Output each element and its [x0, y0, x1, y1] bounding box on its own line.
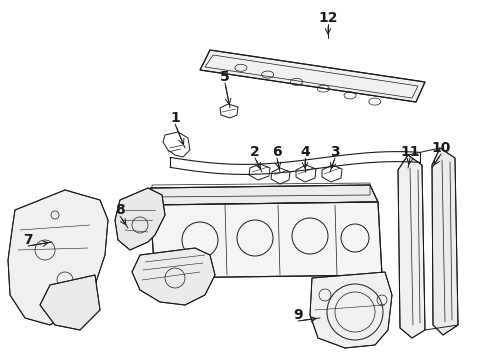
Text: 5: 5: [220, 70, 230, 84]
Polygon shape: [132, 248, 215, 305]
Polygon shape: [8, 190, 108, 325]
Text: 10: 10: [431, 141, 451, 155]
Text: 3: 3: [330, 145, 340, 159]
Polygon shape: [398, 155, 425, 338]
Text: 2: 2: [250, 145, 260, 159]
Polygon shape: [310, 272, 392, 348]
Polygon shape: [115, 188, 165, 250]
Polygon shape: [40, 275, 100, 330]
Text: 12: 12: [318, 11, 338, 25]
Text: 7: 7: [23, 233, 33, 247]
Text: 9: 9: [293, 308, 303, 322]
Polygon shape: [150, 202, 382, 278]
Text: 4: 4: [300, 145, 310, 159]
Text: 8: 8: [115, 203, 125, 217]
Text: 11: 11: [400, 145, 420, 159]
Text: 6: 6: [272, 145, 282, 159]
Polygon shape: [200, 50, 425, 102]
Polygon shape: [150, 185, 378, 205]
Text: 1: 1: [170, 111, 180, 125]
Polygon shape: [432, 148, 458, 335]
